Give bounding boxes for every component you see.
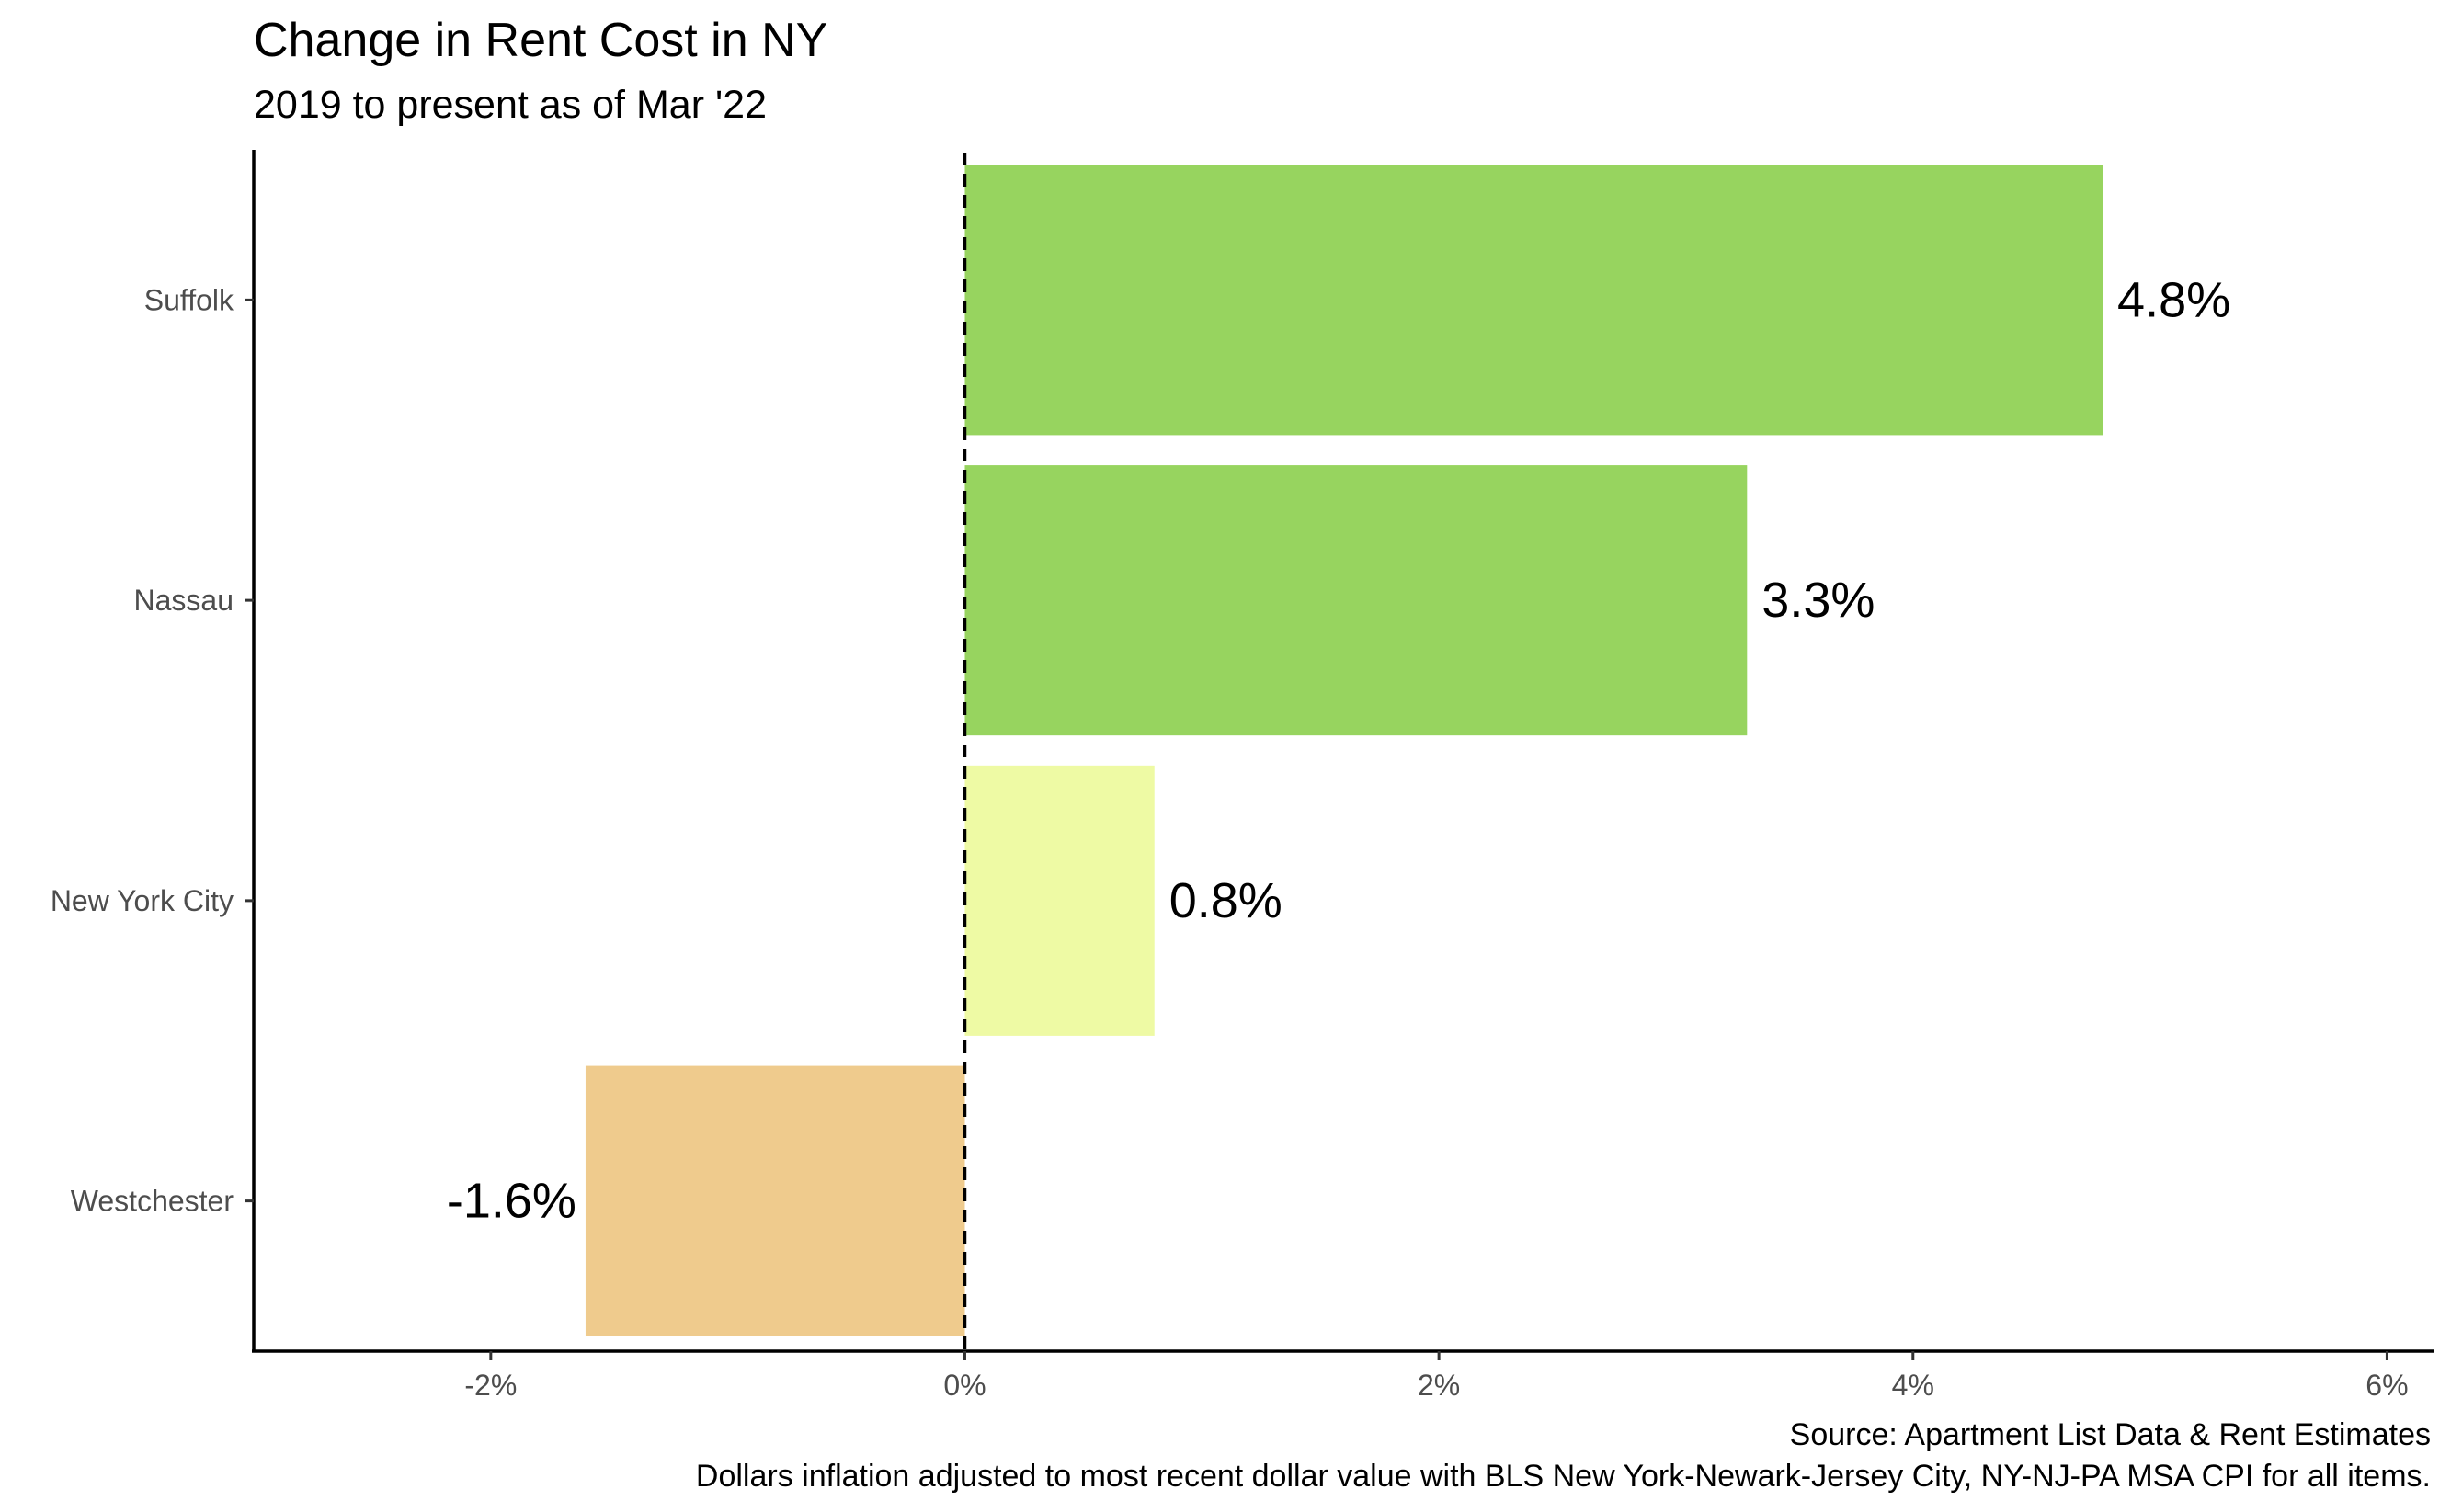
- value-labels: 4.8% 3.3% 0.8% -1.6%: [447, 272, 2230, 1228]
- y-tick-label-nassau: Nassau: [134, 584, 234, 617]
- x-tick-label-2: 2%: [1418, 1369, 1460, 1402]
- chart-title: Change in Rent Cost in NY: [254, 14, 827, 67]
- x-tick-label-4: 6%: [2366, 1369, 2408, 1402]
- x-tick-label-1: 0%: [943, 1369, 986, 1402]
- caption-note: Dollars inflation adjusted to most recen…: [696, 1459, 2431, 1494]
- value-label-suffolk: 4.8%: [2117, 272, 2230, 327]
- chart-subtitle: 2019 to present as of Mar '22: [254, 83, 767, 127]
- x-axis-ticks: -2% 0% 2% 4% 6%: [464, 1351, 2409, 1402]
- bar-nassau: [964, 465, 1748, 736]
- x-tick-label-0: -2%: [464, 1369, 517, 1402]
- bars-layer: [585, 165, 2103, 1336]
- value-label-westchester: -1.6%: [447, 1174, 576, 1229]
- bar-new-york-city: [964, 765, 1155, 1036]
- x-tick-label-3: 4%: [1892, 1369, 1934, 1402]
- bar-suffolk: [964, 165, 2103, 436]
- value-label-new-york-city: 0.8%: [1169, 873, 1282, 928]
- value-label-nassau: 3.3%: [1761, 573, 1875, 628]
- y-axis-ticks: Suffolk Nassau New York City Westchester: [51, 283, 254, 1218]
- bar-westchester: [585, 1065, 965, 1336]
- y-tick-label-new-york-city: New York City: [51, 884, 234, 917]
- y-tick-label-westchester: Westchester: [71, 1185, 234, 1218]
- y-tick-label-suffolk: Suffolk: [144, 283, 234, 316]
- caption-source: Source: Apartment List Data & Rent Estim…: [1790, 1417, 2431, 1452]
